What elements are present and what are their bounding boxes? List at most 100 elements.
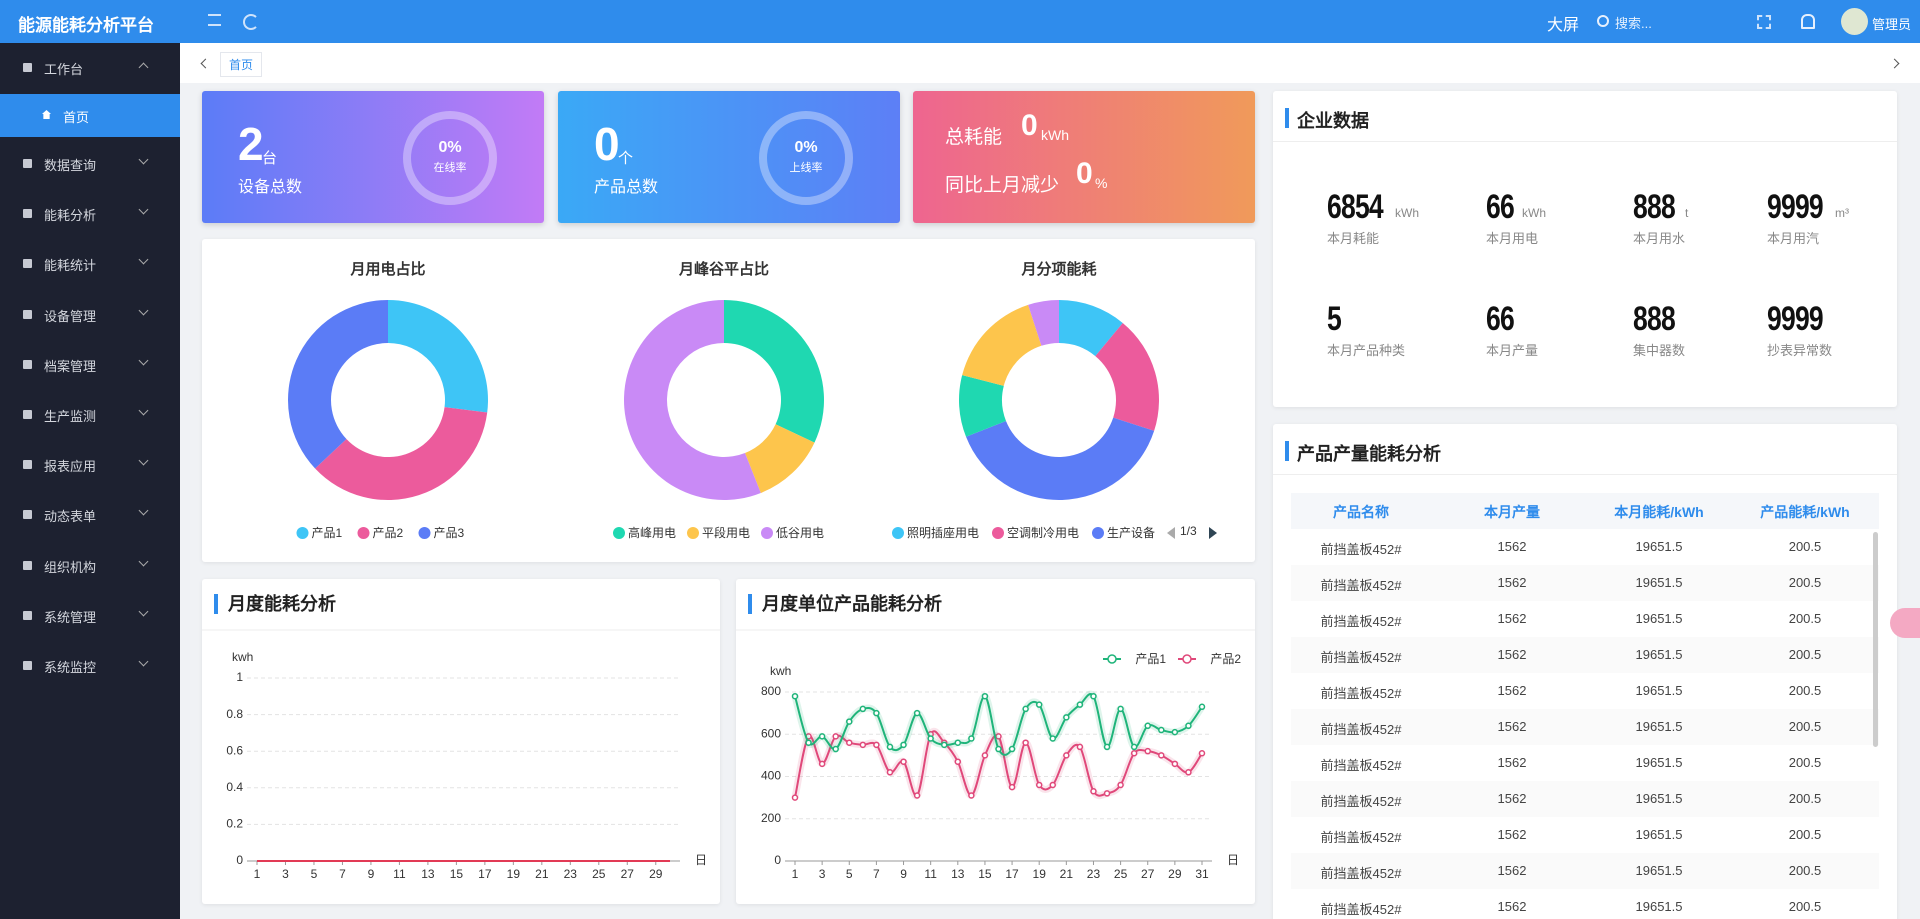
point <box>1185 769 1192 776</box>
legend-marker <box>1092 527 1104 539</box>
username[interactable]: 管理员 <box>1872 17 1912 32</box>
bell[interactable] <box>1801 14 1815 29</box>
menu-label: 档案管理 <box>44 358 97 374</box>
menu-arrow <box>138 455 149 466</box>
table-cell: 200.5 <box>1788 899 1822 914</box>
point <box>995 745 1002 753</box>
table-cell: 前挡盖板452# <box>1320 722 1402 737</box>
menu-label: 能耗分析 <box>44 208 97 224</box>
table-cell: 200.5 <box>1788 683 1822 698</box>
table-row[interactable] <box>1291 529 1879 566</box>
title-bar <box>214 594 218 614</box>
divider <box>1273 141 1897 142</box>
big-screen[interactable]: 大屏 <box>1547 17 1580 34</box>
stat-card: 总耗能 0 kWh 同比上月减少 0% <box>913 91 1255 223</box>
legend-label: 高峰用电 <box>628 525 676 540</box>
table-row[interactable] <box>1291 637 1879 674</box>
sidebar: 工作台首页数据查询能耗分析能耗统计设备管理档案管理生产监测报表应用动态表单组织机… <box>0 43 180 919</box>
legend-marker <box>1107 654 1117 664</box>
x-tick-label: 17 <box>1005 867 1019 881</box>
fullscreen[interactable] <box>1757 15 1771 29</box>
y-tick-label: 800 <box>761 684 781 698</box>
card-unit: 台 <box>262 150 278 167</box>
table-row[interactable] <box>1291 781 1879 818</box>
table-row[interactable] <box>1291 889 1879 919</box>
legend-page: 1/3 <box>1180 524 1197 538</box>
menu-item[interactable]: 工作台 <box>0 47 180 87</box>
point <box>846 718 853 725</box>
point <box>1130 743 1138 751</box>
point <box>1035 781 1043 789</box>
legend-label: 产品1 <box>1135 652 1166 666</box>
menu-item[interactable]: 动态表单 <box>0 494 180 534</box>
scrollbar <box>1873 532 1878 747</box>
point <box>1090 692 1097 700</box>
menu-item[interactable]: 系统监控 <box>0 645 180 685</box>
point <box>1076 701 1084 708</box>
pie-slice <box>962 304 1042 386</box>
submenu-label: 首页 <box>63 110 90 125</box>
menu-item[interactable]: 生产监测 <box>0 394 180 434</box>
point <box>1130 750 1138 757</box>
menu-icon <box>23 460 32 470</box>
table-cell: 19651.5 <box>1635 827 1683 842</box>
menu-item[interactable]: 组织机构 <box>0 545 180 585</box>
y-tick-label: 0.8 <box>226 707 243 721</box>
table-row[interactable] <box>1291 853 1879 890</box>
table-cell: 1562 <box>1497 647 1527 662</box>
tab-next[interactable] <box>1889 58 1900 69</box>
point <box>1090 788 1097 795</box>
legend-marker <box>296 527 309 539</box>
menu-item[interactable]: 报表应用 <box>0 444 180 484</box>
table-row[interactable] <box>1291 673 1879 710</box>
menu-arrow <box>138 62 149 73</box>
submenu-item[interactable]: 首页 <box>0 94 180 137</box>
card-label: 产品总数 <box>594 179 659 196</box>
menu-toggle[interactable] <box>208 14 221 26</box>
table-cell: 200.5 <box>1788 863 1822 878</box>
refresh[interactable] <box>243 14 259 30</box>
card-unit: 个 <box>618 150 634 167</box>
table-cell: 200.5 <box>1788 791 1822 806</box>
line-panel: 月度能耗分析 kwh 日 0 0.2 0.4 0.6 0.8 1 1 3 5 7 9 11 13 15 17 19 2… <box>202 579 720 904</box>
avatar[interactable] <box>1841 8 1868 35</box>
legend-marker <box>892 527 904 539</box>
table-row[interactable] <box>1291 565 1879 602</box>
legend-prev <box>1167 527 1175 539</box>
point <box>886 743 894 751</box>
point <box>913 709 921 717</box>
x-tick-label: 11 <box>393 867 406 881</box>
title-bar <box>748 594 752 614</box>
menu-item[interactable]: 档案管理 <box>0 344 180 384</box>
y-tick-label: 600 <box>761 726 781 740</box>
menu-item[interactable]: 系统管理 <box>0 595 180 635</box>
menu-icon <box>23 309 32 319</box>
stat-label: 本月用水 <box>1633 231 1686 246</box>
menu-item[interactable]: 设备管理 <box>0 294 180 334</box>
menu-arrow <box>138 154 149 165</box>
point <box>954 739 962 746</box>
pie-slice <box>744 424 815 493</box>
stat-label: 本月产量 <box>1486 343 1539 358</box>
table-row[interactable] <box>1291 817 1879 854</box>
legend-marker <box>687 527 699 539</box>
title-bar <box>1285 441 1289 461</box>
table-panel: 产品产量能耗分析 产品名称 本月产量 本月能耗/kWh 产品能耗/kWh 前挡盖板452#… <box>1273 424 1897 919</box>
menu-label: 工作台 <box>44 62 84 77</box>
search-input[interactable]: 搜索... <box>1615 16 1652 31</box>
menu-item[interactable]: 能耗分析 <box>0 193 180 233</box>
stat-unit: t <box>1685 206 1689 220</box>
tab-prev[interactable] <box>200 58 211 69</box>
menu-label: 组织机构 <box>44 559 97 575</box>
x-axis-label: 日 <box>1227 853 1239 867</box>
tab[interactable]: 首页 <box>220 52 263 77</box>
menu-item[interactable]: 能耗统计 <box>0 243 180 283</box>
translate-button[interactable] <box>1890 608 1920 638</box>
menu-item[interactable]: 数据查询 <box>0 143 180 183</box>
table-cell: 200.5 <box>1788 575 1822 590</box>
point <box>1103 790 1111 797</box>
menu-label: 系统监控 <box>44 660 97 675</box>
point <box>832 733 839 740</box>
table-cell: 前挡盖板452# <box>1320 794 1402 809</box>
y-tick-label: 0.6 <box>226 743 243 757</box>
